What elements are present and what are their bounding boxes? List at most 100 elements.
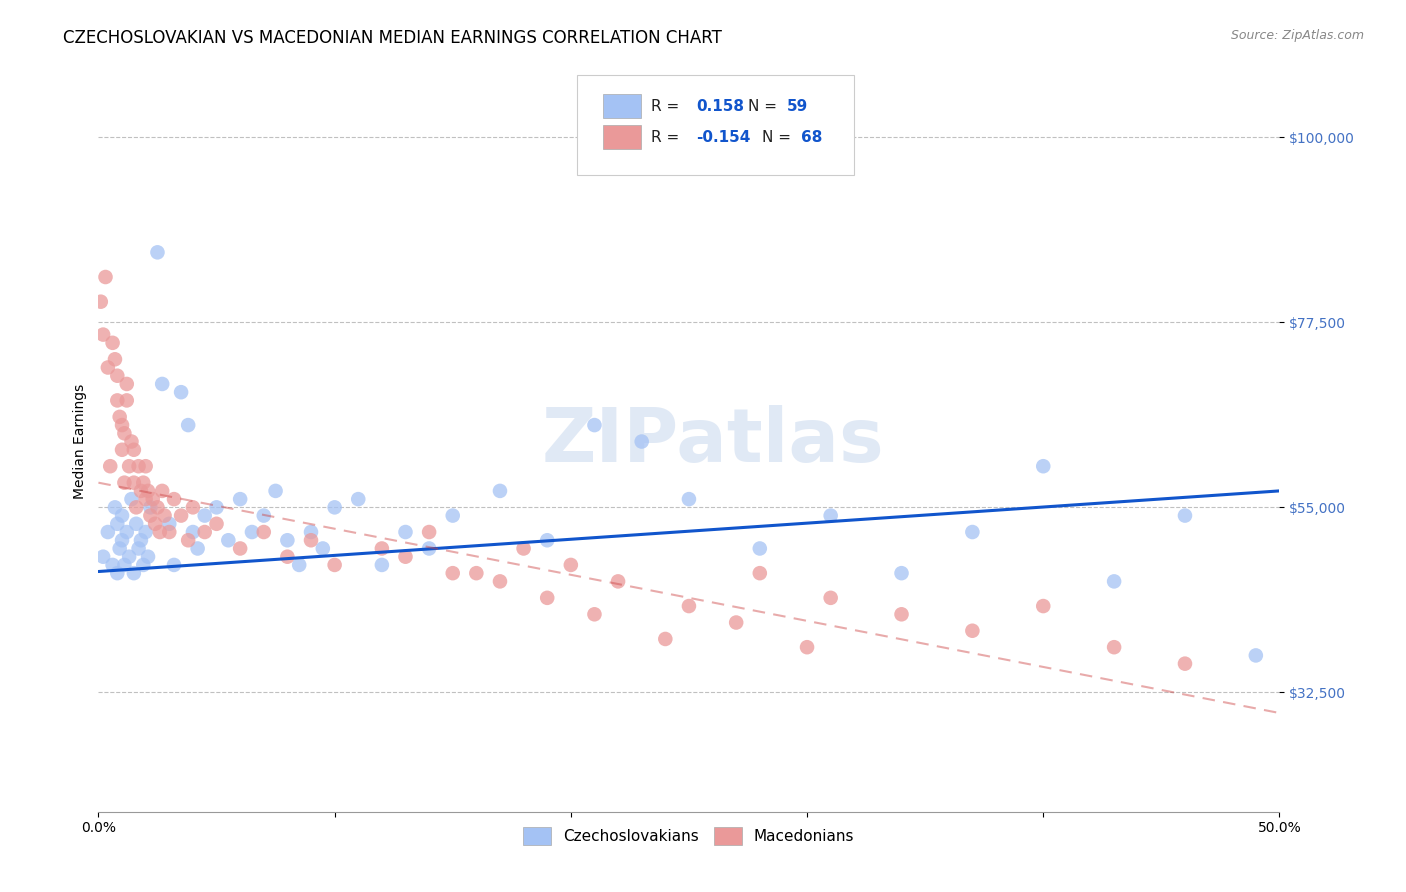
Point: [94, 270, 117, 285]
Point: [97, 360, 120, 375]
Point: [115, 376, 138, 391]
Point: [118, 459, 141, 474]
Point: [111, 508, 134, 523]
Point: [194, 524, 217, 539]
Point: [139, 500, 162, 515]
Point: [583, 418, 606, 433]
Point: [157, 524, 180, 539]
Point: [128, 541, 150, 556]
Point: [101, 335, 124, 350]
Point: [962, 524, 984, 539]
Text: 0.158: 0.158: [696, 99, 744, 114]
Point: [229, 541, 252, 556]
Point: [115, 524, 138, 539]
Point: [312, 541, 335, 556]
Point: [111, 418, 134, 433]
Point: [129, 533, 152, 548]
Point: [796, 640, 818, 655]
Point: [678, 492, 700, 507]
Point: [136, 483, 159, 498]
Point: [108, 409, 131, 424]
Text: 59: 59: [787, 99, 808, 114]
Point: [820, 591, 842, 605]
Point: [181, 500, 204, 515]
Point: [748, 541, 770, 556]
Point: [149, 524, 172, 539]
Point: [122, 475, 145, 490]
Point: [583, 607, 606, 622]
FancyBboxPatch shape: [603, 95, 641, 118]
Point: [394, 524, 416, 539]
Point: [125, 516, 148, 531]
Point: [418, 541, 440, 556]
Point: [142, 492, 165, 507]
Point: [163, 558, 186, 572]
Point: [1032, 599, 1054, 613]
Point: [112, 558, 135, 572]
Point: [820, 508, 842, 523]
Point: [146, 500, 169, 515]
Point: [98, 459, 121, 474]
Point: [104, 352, 127, 367]
Point: [512, 541, 534, 556]
Point: [112, 426, 135, 441]
Point: [122, 566, 145, 581]
Point: [194, 508, 217, 523]
Point: [128, 459, 150, 474]
Point: [536, 533, 558, 548]
Point: [136, 549, 159, 564]
Point: [654, 632, 676, 646]
Point: [264, 483, 287, 498]
Point: [157, 516, 180, 531]
Point: [135, 459, 157, 474]
Point: [394, 549, 416, 564]
Point: [253, 524, 276, 539]
Point: [441, 508, 464, 523]
Point: [1102, 574, 1125, 589]
Point: [205, 516, 228, 531]
Point: [1244, 648, 1267, 663]
Point: [418, 524, 440, 539]
Point: [112, 475, 135, 490]
Point: [104, 500, 127, 515]
Point: [105, 393, 128, 408]
Point: [105, 368, 128, 383]
Point: [890, 607, 912, 622]
Point: [135, 524, 157, 539]
Point: [276, 533, 298, 548]
Point: [143, 516, 166, 531]
Point: [91, 327, 114, 342]
Point: [122, 442, 145, 457]
Point: [150, 483, 173, 498]
Point: [323, 500, 346, 515]
Text: ZIPatlas: ZIPatlas: [541, 405, 884, 478]
Point: [135, 492, 157, 507]
Point: [129, 483, 152, 498]
Text: -0.154: -0.154: [696, 130, 751, 145]
Text: R =: R =: [651, 99, 685, 114]
Point: [465, 566, 488, 581]
Point: [371, 558, 394, 572]
Text: N =: N =: [762, 130, 796, 145]
Y-axis label: Median Earnings: Median Earnings: [73, 384, 87, 500]
Point: [299, 524, 322, 539]
Point: [489, 483, 512, 498]
Point: [170, 385, 193, 400]
Point: [125, 500, 148, 515]
Point: [97, 524, 120, 539]
Point: [108, 541, 131, 556]
Point: [253, 508, 276, 523]
Point: [748, 566, 770, 581]
Point: [105, 566, 128, 581]
Point: [181, 524, 204, 539]
Point: [170, 508, 193, 523]
Point: [678, 599, 700, 613]
Point: [441, 566, 464, 581]
Legend: Czechoslovakians, Macedonians: Czechoslovakians, Macedonians: [516, 819, 862, 852]
Point: [115, 393, 138, 408]
Point: [90, 294, 112, 309]
Text: Source: ZipAtlas.com: Source: ZipAtlas.com: [1230, 29, 1364, 43]
Point: [118, 549, 141, 564]
Point: [150, 376, 173, 391]
Point: [111, 533, 134, 548]
